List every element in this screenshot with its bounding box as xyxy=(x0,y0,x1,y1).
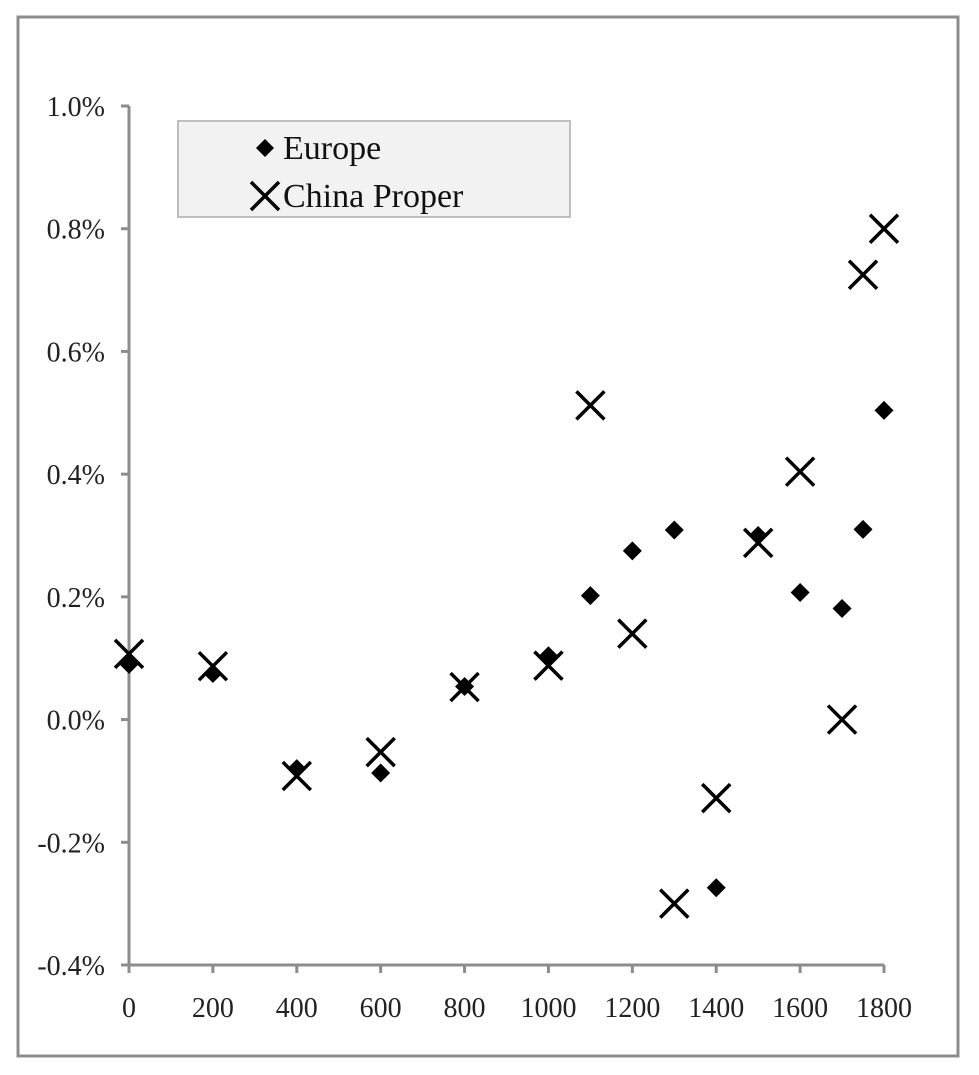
legend-box xyxy=(177,120,571,218)
china-proper-point xyxy=(868,213,900,244)
y-tick-label: 1.0% xyxy=(47,92,105,123)
x-tick-label: 1800 xyxy=(856,993,912,1024)
legend: Europe China Proper xyxy=(177,120,571,218)
legend-label-europe: Europe xyxy=(283,130,381,167)
y-tick-label: 0.2% xyxy=(47,583,105,614)
china-proper-point xyxy=(700,782,732,814)
axes xyxy=(127,106,884,967)
y-tick-label: 0.6% xyxy=(47,337,105,368)
china-proper-point xyxy=(533,650,564,681)
x-tick-label: 1400 xyxy=(688,993,744,1024)
europe-point xyxy=(538,646,558,666)
x-tick-label: 200 xyxy=(192,993,234,1024)
europe-point xyxy=(580,586,600,606)
china-proper-point xyxy=(617,618,648,649)
europe-point xyxy=(622,541,642,561)
europe-point xyxy=(455,676,475,696)
y-axis-ticks: 1.0% 0.8% 0.6% 0.4% 0.2% 0.0% -0.2% -0.4% xyxy=(37,92,129,982)
china-proper-point xyxy=(113,638,145,670)
series-europe xyxy=(119,400,894,898)
europe-point xyxy=(119,654,139,674)
legend-marker-china-proper xyxy=(249,180,281,212)
europe-point xyxy=(790,583,810,603)
series-china-proper xyxy=(113,213,900,919)
china-proper-point xyxy=(847,259,879,290)
x-tick-label: 600 xyxy=(360,993,402,1024)
legend-label-china-proper: China Proper xyxy=(283,178,464,215)
europe-point xyxy=(664,520,684,540)
y-tick-label: -0.2% xyxy=(37,828,105,859)
europe-point xyxy=(832,599,852,619)
china-proper-point xyxy=(575,390,606,421)
europe-point xyxy=(874,400,894,420)
x-axis-ticks: 0 200 400 600 800 1000 1200 1400 1600 1800 xyxy=(122,965,912,1024)
legend-marker-europe xyxy=(256,139,274,157)
europe-point xyxy=(748,526,768,545)
europe-point xyxy=(371,763,391,783)
x-tick-label: 800 xyxy=(444,993,486,1024)
x-tick-label: 1000 xyxy=(520,993,576,1024)
china-proper-point xyxy=(784,456,816,487)
y-tick-label: -0.4% xyxy=(37,951,105,982)
x-tick-label: 400 xyxy=(276,993,318,1024)
plot-area xyxy=(113,213,900,919)
x-tick-label: 0 xyxy=(122,993,136,1024)
y-tick-label: 0.8% xyxy=(47,215,105,246)
y-tick-label: 0.0% xyxy=(47,706,105,737)
x-tick-label: 1200 xyxy=(604,993,660,1024)
y-tick-label: 0.4% xyxy=(47,460,105,491)
europe-point xyxy=(853,519,873,539)
china-proper-point xyxy=(365,736,396,768)
europe-point xyxy=(287,759,307,779)
china-proper-point xyxy=(826,704,858,735)
china-proper-point xyxy=(659,888,690,919)
x-tick-label: 1600 xyxy=(772,993,828,1024)
europe-point xyxy=(203,664,223,684)
europe-point xyxy=(706,878,726,898)
